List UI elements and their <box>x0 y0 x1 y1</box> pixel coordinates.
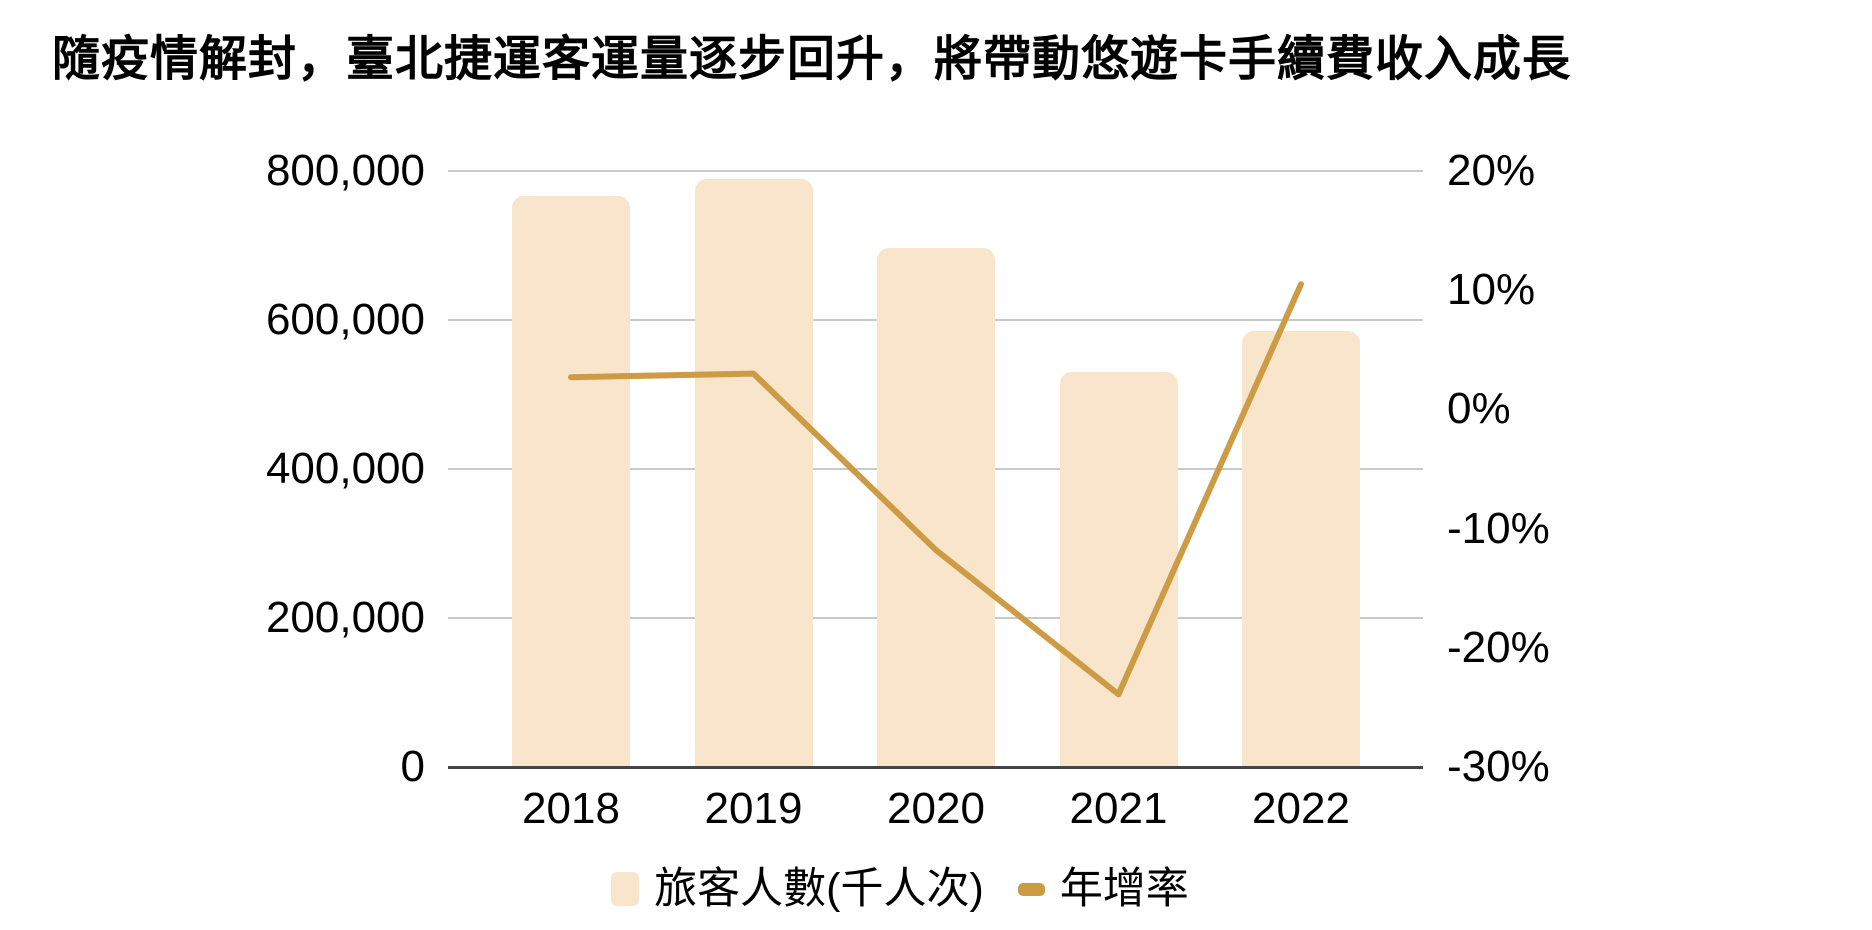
left-axis-tick: 400,000 <box>265 444 425 493</box>
chart-title: 隨疫情解封，臺北捷運客運量逐步回升，將帶動悠遊卡手續費收入成長 <box>52 33 1572 86</box>
x-axis-label-2022: 2022 <box>1252 784 1350 833</box>
x-axis-line <box>448 766 1423 769</box>
bar-2019 <box>694 179 813 767</box>
legend-item-growth: 年增率 <box>1017 864 1189 914</box>
x-axis-label-2021: 2021 <box>1069 784 1168 833</box>
right-axis-tick: 10% <box>1447 265 1536 315</box>
line-swatch-icon <box>1017 882 1045 896</box>
right-axis-tick: -30% <box>1447 742 1550 791</box>
left-axis-tick: 0 <box>400 742 425 791</box>
left-axis-tick: 600,000 <box>265 295 425 344</box>
x-axis-label-2020: 2020 <box>887 784 985 833</box>
right-axis-tick: -10% <box>1447 503 1550 553</box>
left-axis-tick: 800,000 <box>265 146 425 195</box>
bar-2020 <box>877 248 995 767</box>
left-axis-tick: 200,000 <box>265 593 425 642</box>
bar-2021 <box>1059 372 1178 767</box>
right-axis-tick: -20% <box>1447 622 1550 672</box>
bar-swatch-icon <box>611 872 640 906</box>
growth-line <box>568 281 1304 698</box>
legend-label-passengers: 旅客人數(千人次) <box>654 865 984 913</box>
bar-2022 <box>1242 331 1360 767</box>
gridline <box>448 170 1423 172</box>
x-axis-label-2019: 2019 <box>704 784 803 833</box>
bar-2018 <box>512 196 630 767</box>
right-axis-tick: 20% <box>1447 146 1536 195</box>
legend: 旅客人數(千人次) 年增率 <box>430 864 1370 914</box>
x-axis-label-2018: 2018 <box>522 784 620 833</box>
right-axis-tick: 0% <box>1447 384 1511 434</box>
legend-item-passengers: 旅客人數(千人次) <box>611 864 984 914</box>
legend-label-growth: 年增率 <box>1059 865 1189 913</box>
